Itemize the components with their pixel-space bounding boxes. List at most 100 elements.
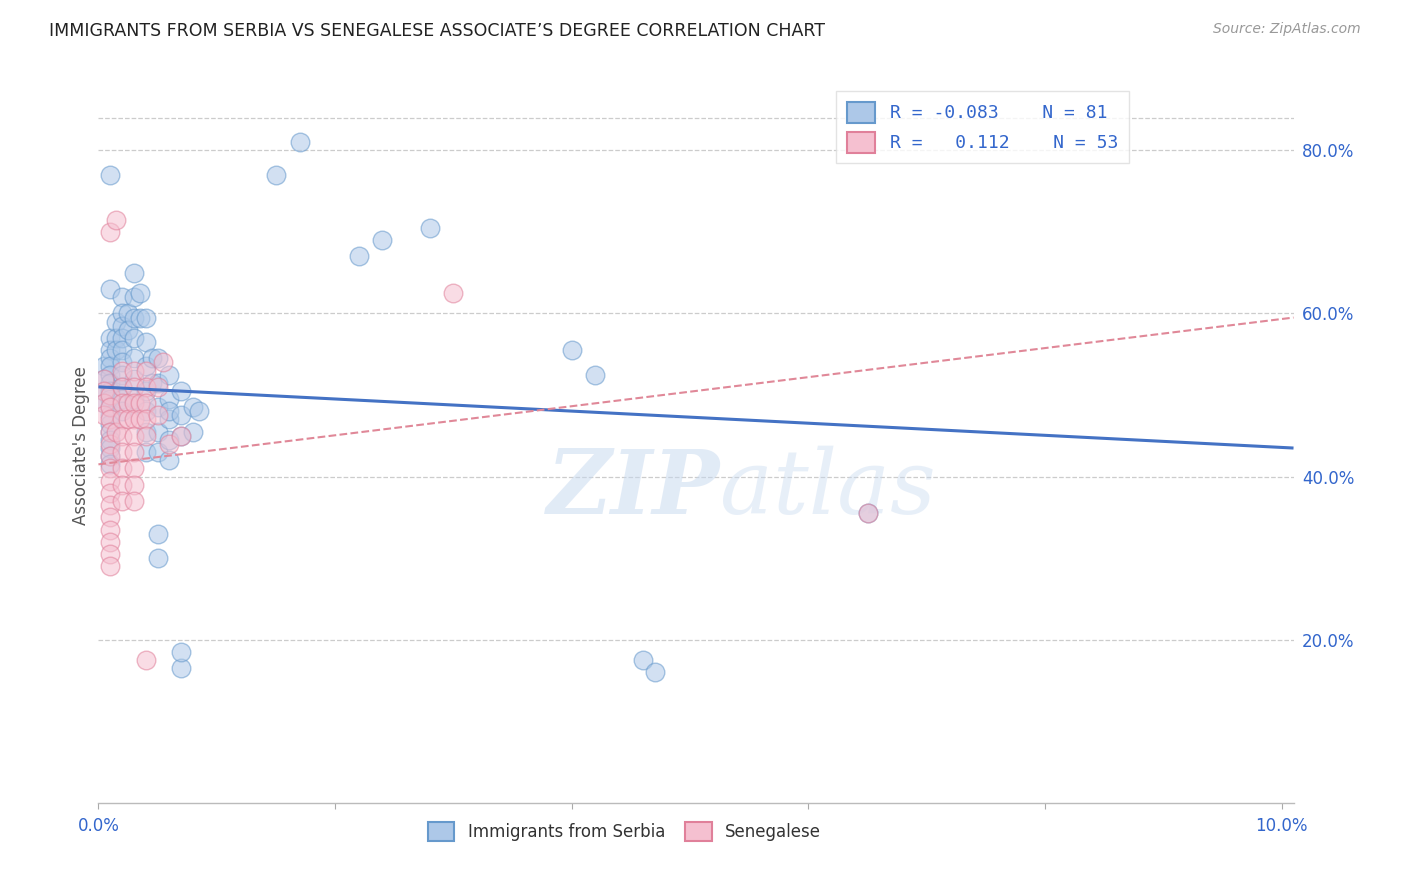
- Point: [93, 384, 115, 398]
- Point: [98, 401, 121, 415]
- Point: [98, 384, 121, 398]
- Point: [98, 412, 121, 426]
- Point: [98, 547, 121, 561]
- Point: [122, 494, 145, 508]
- Point: [105, 343, 128, 358]
- Point: [111, 331, 134, 345]
- Point: [98, 392, 121, 406]
- Point: [135, 384, 157, 398]
- Text: IMMIGRANTS FROM SERBIA VS SENEGALESE ASSOCIATE’S DEGREE CORRELATION CHART: IMMIGRANTS FROM SERBIA VS SENEGALESE ASS…: [49, 22, 825, 40]
- Point: [98, 433, 121, 447]
- Point: [111, 404, 134, 418]
- Point: [98, 474, 121, 488]
- Point: [583, 368, 606, 382]
- Point: [371, 233, 394, 247]
- Point: [98, 510, 121, 524]
- Point: [98, 409, 121, 423]
- Point: [135, 359, 157, 374]
- Point: [111, 306, 134, 320]
- Point: [98, 425, 121, 439]
- Point: [135, 445, 157, 459]
- Point: [98, 343, 121, 358]
- Point: [98, 449, 121, 463]
- Point: [170, 409, 193, 423]
- Point: [98, 425, 121, 439]
- Point: [111, 396, 134, 410]
- Point: [93, 384, 115, 398]
- Point: [111, 368, 134, 382]
- Point: [631, 653, 654, 667]
- Point: [98, 458, 121, 472]
- Point: [856, 506, 879, 520]
- Point: [111, 355, 134, 369]
- Point: [122, 380, 145, 394]
- Point: [117, 306, 139, 320]
- Point: [157, 404, 180, 418]
- Point: [98, 486, 121, 500]
- Point: [111, 343, 134, 358]
- Point: [98, 401, 121, 415]
- Point: [157, 392, 180, 406]
- Point: [111, 494, 134, 508]
- Text: atlas: atlas: [720, 445, 935, 533]
- Point: [93, 372, 115, 386]
- Point: [122, 429, 145, 443]
- Point: [93, 409, 115, 423]
- Point: [146, 380, 169, 394]
- Point: [122, 445, 145, 459]
- Point: [135, 653, 157, 667]
- Point: [157, 437, 180, 451]
- Point: [111, 445, 134, 459]
- Point: [98, 388, 121, 402]
- Point: [98, 498, 121, 512]
- Point: [561, 343, 583, 358]
- Point: [264, 168, 287, 182]
- Point: [146, 401, 169, 415]
- Point: [135, 404, 157, 418]
- Point: [98, 168, 121, 182]
- Point: [122, 331, 145, 345]
- Point: [98, 376, 121, 390]
- Point: [146, 409, 169, 423]
- Point: [98, 331, 121, 345]
- Point: [181, 425, 204, 439]
- Point: [157, 453, 180, 467]
- Point: [98, 225, 121, 239]
- Point: [135, 412, 157, 426]
- Point: [146, 351, 169, 366]
- Point: [157, 412, 180, 426]
- Point: [111, 429, 134, 443]
- Point: [441, 286, 464, 301]
- Point: [141, 376, 163, 390]
- Point: [122, 412, 145, 426]
- Point: [98, 417, 121, 431]
- Point: [98, 359, 121, 374]
- Point: [170, 384, 193, 398]
- Point: [122, 372, 145, 386]
- Point: [644, 665, 666, 680]
- Point: [111, 363, 134, 377]
- Point: [347, 249, 370, 263]
- Point: [105, 212, 128, 227]
- Legend: Immigrants from Serbia, Senegalese: Immigrants from Serbia, Senegalese: [420, 815, 828, 848]
- Point: [146, 445, 169, 459]
- Point: [98, 449, 121, 463]
- Point: [170, 661, 193, 675]
- Point: [117, 412, 139, 426]
- Point: [98, 368, 121, 382]
- Point: [122, 266, 145, 280]
- Point: [122, 290, 145, 304]
- Point: [122, 392, 145, 406]
- Text: ZIP: ZIP: [547, 446, 720, 532]
- Point: [181, 401, 204, 415]
- Point: [122, 310, 145, 325]
- Text: Source: ZipAtlas.com: Source: ZipAtlas.com: [1213, 22, 1361, 37]
- Point: [93, 396, 115, 410]
- Point: [141, 351, 163, 366]
- Point: [135, 380, 157, 394]
- Point: [122, 396, 145, 410]
- Point: [98, 282, 121, 296]
- Point: [98, 523, 121, 537]
- Point: [288, 135, 311, 149]
- Point: [122, 351, 145, 366]
